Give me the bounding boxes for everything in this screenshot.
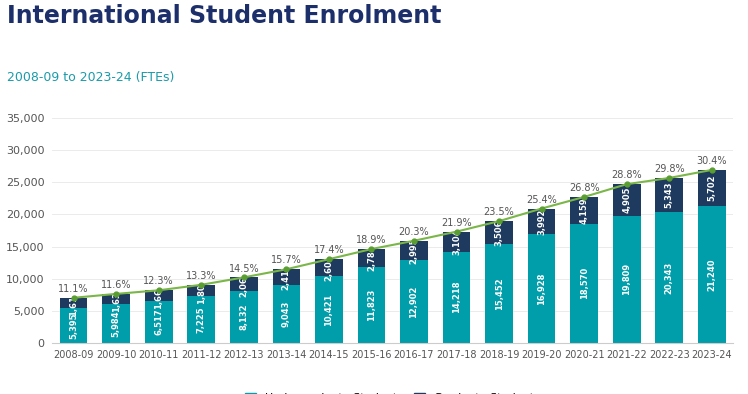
Bar — [400, 241, 428, 260]
Bar — [443, 251, 470, 343]
Text: 2,061: 2,061 — [239, 271, 248, 297]
Text: 16,928: 16,928 — [537, 272, 546, 305]
Bar — [570, 197, 598, 224]
Text: 5,984: 5,984 — [111, 310, 120, 337]
Bar — [272, 269, 300, 285]
Text: 3,506: 3,506 — [494, 219, 503, 245]
Text: 20.3%: 20.3% — [399, 227, 429, 237]
Text: 12,902: 12,902 — [409, 285, 418, 318]
Bar — [443, 232, 470, 251]
Text: 11.6%: 11.6% — [101, 280, 132, 290]
Text: 30.4%: 30.4% — [696, 156, 727, 166]
Bar — [102, 305, 130, 343]
Text: 17.4%: 17.4% — [313, 245, 344, 255]
Text: 2,784: 2,784 — [367, 245, 376, 271]
Text: 21,240: 21,240 — [708, 258, 717, 291]
Text: 13.3%: 13.3% — [186, 271, 216, 281]
Text: 14,218: 14,218 — [452, 281, 461, 313]
Bar — [528, 208, 556, 234]
Text: 12.3%: 12.3% — [144, 277, 174, 286]
Bar — [698, 206, 726, 343]
Text: 2,604: 2,604 — [325, 254, 334, 281]
Text: 1,635: 1,635 — [111, 286, 120, 312]
Text: 5,702: 5,702 — [708, 175, 717, 201]
Bar — [358, 249, 385, 267]
Text: 5,343: 5,343 — [665, 182, 674, 208]
Text: 2008-09 to 2023-24 (FTEs): 2008-09 to 2023-24 (FTEs) — [7, 71, 175, 84]
Text: 19,809: 19,809 — [622, 263, 631, 295]
Bar — [528, 234, 556, 343]
Text: 26.8%: 26.8% — [568, 183, 599, 193]
Bar — [485, 221, 513, 243]
Bar — [272, 285, 300, 343]
Text: 15,452: 15,452 — [494, 277, 503, 310]
Bar — [102, 294, 130, 305]
Bar — [358, 267, 385, 343]
Text: International Student Enrolment: International Student Enrolment — [7, 4, 442, 28]
Text: 21.9%: 21.9% — [441, 218, 472, 228]
Text: 1,662: 1,662 — [154, 282, 163, 309]
Bar — [188, 296, 215, 343]
Text: 15.7%: 15.7% — [271, 255, 301, 266]
Bar — [570, 224, 598, 343]
Text: 18.9%: 18.9% — [356, 235, 387, 245]
Text: 14.5%: 14.5% — [228, 264, 259, 273]
Text: 2,995: 2,995 — [409, 237, 418, 264]
Bar — [613, 216, 640, 343]
Bar — [188, 285, 215, 296]
Text: 4,159: 4,159 — [580, 197, 589, 223]
Bar — [613, 184, 640, 216]
Text: 11,823: 11,823 — [367, 289, 376, 321]
Text: 29.8%: 29.8% — [654, 164, 684, 174]
Text: 10,421: 10,421 — [325, 293, 334, 325]
Text: 18,570: 18,570 — [580, 267, 589, 299]
Bar — [655, 178, 683, 212]
Bar — [60, 308, 88, 343]
Text: 28.8%: 28.8% — [611, 170, 642, 180]
Text: 1,618: 1,618 — [69, 290, 78, 316]
Text: 23.5%: 23.5% — [484, 207, 515, 217]
Text: 3,104: 3,104 — [452, 229, 461, 255]
Text: 6,517: 6,517 — [154, 309, 163, 335]
Bar — [230, 277, 257, 291]
Bar — [60, 298, 88, 308]
Bar — [145, 290, 173, 301]
Text: 4,905: 4,905 — [622, 187, 631, 213]
Bar — [315, 259, 343, 276]
Bar — [400, 260, 428, 343]
Bar — [698, 170, 726, 206]
Text: 5,395: 5,395 — [69, 312, 78, 339]
Text: 2,415: 2,415 — [282, 264, 291, 290]
Bar — [145, 301, 173, 343]
Text: 9,043: 9,043 — [282, 301, 291, 327]
Text: 25.4%: 25.4% — [527, 195, 557, 205]
Text: 7,225: 7,225 — [197, 306, 206, 333]
Bar — [655, 212, 683, 343]
Text: 11.1%: 11.1% — [58, 284, 89, 294]
Text: 20,343: 20,343 — [665, 261, 674, 294]
Bar — [230, 291, 257, 343]
Bar — [315, 276, 343, 343]
Text: 3,992: 3,992 — [537, 208, 546, 234]
Bar — [485, 243, 513, 343]
Text: 8,132: 8,132 — [239, 303, 248, 330]
Text: 1,809: 1,809 — [197, 277, 206, 304]
Legend: Undergraduate Students, Graduate Students: Undergraduate Students, Graduate Student… — [241, 389, 545, 394]
